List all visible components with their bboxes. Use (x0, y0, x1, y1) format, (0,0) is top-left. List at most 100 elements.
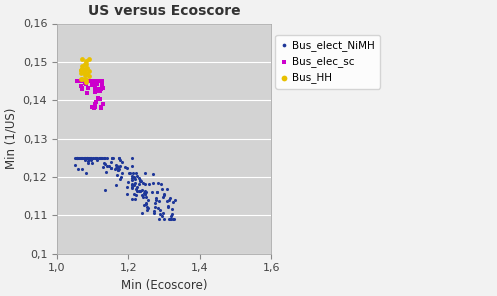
Bus_elect_NiMH (118, 170, 126, 175)
Bus_elect_NiMH (91, 155, 99, 160)
Bus_elect_NiMH (166, 196, 174, 200)
Bus_elect_NiMH (157, 208, 165, 213)
Bus_elect_NiMH (125, 170, 133, 175)
Bus_HH (80, 70, 87, 74)
Bus_elect_NiMH (166, 198, 173, 202)
Bus_elect_NiMH (83, 155, 91, 160)
Bus_elec_sc (75, 79, 83, 83)
Bus_elect_NiMH (151, 201, 159, 205)
Bus_elect_NiMH (123, 191, 131, 196)
Bus_elec_sc (82, 79, 90, 83)
Bus_elec_sc (74, 79, 82, 83)
Bus_elect_NiMH (96, 155, 104, 160)
Bus_HH (78, 64, 86, 68)
Bus_elect_NiMH (166, 217, 174, 221)
Bus_elec_sc (94, 79, 102, 83)
Bus_elect_NiMH (130, 183, 138, 187)
Bus_elec_sc (91, 101, 99, 106)
Bus_elect_NiMH (100, 155, 108, 160)
Bus_elect_NiMH (143, 205, 151, 209)
Bus_elect_NiMH (141, 192, 149, 196)
Bus_elec_sc (76, 79, 84, 83)
Bus_elec_sc (80, 79, 88, 83)
Bus_elect_NiMH (86, 155, 94, 160)
Bus_elect_NiMH (148, 190, 156, 195)
Bus_elec_sc (87, 79, 95, 83)
Bus_elect_NiMH (83, 155, 91, 160)
Bus_elect_NiMH (84, 158, 92, 163)
Bus_elect_NiMH (116, 157, 124, 162)
Bus_elect_NiMH (107, 160, 115, 165)
Bus_elect_NiMH (110, 167, 118, 172)
Bus_elect_NiMH (140, 191, 148, 196)
Bus_HH (77, 71, 85, 75)
Bus_HH (81, 73, 89, 78)
Bus_elect_NiMH (114, 168, 122, 172)
Bus_elect_NiMH (78, 155, 86, 160)
Bus_elect_NiMH (133, 185, 141, 189)
Bus_elect_NiMH (116, 177, 124, 181)
Bus_elec_sc (79, 86, 86, 91)
Bus_elect_NiMH (159, 211, 167, 215)
Bus_elect_NiMH (169, 217, 177, 221)
Bus_HH (82, 71, 89, 76)
Bus_elec_sc (95, 89, 103, 94)
Bus_HH (83, 65, 91, 70)
Bus_HH (78, 68, 85, 73)
Bus_elect_NiMH (101, 187, 109, 192)
Bus_elec_sc (88, 79, 96, 83)
Bus_elec_sc (93, 79, 101, 84)
Bus_elect_NiMH (149, 181, 157, 186)
Bus_elec_sc (75, 79, 83, 83)
Bus_elect_NiMH (130, 192, 138, 197)
Bus_elect_NiMH (88, 161, 96, 165)
Bus_elec_sc (98, 79, 106, 83)
Bus_HH (84, 57, 92, 61)
Bus_elec_sc (94, 86, 102, 91)
Bus_elect_NiMH (144, 208, 152, 213)
Bus_HH (79, 69, 87, 74)
Bus_elect_NiMH (145, 182, 153, 186)
Bus_elect_NiMH (140, 203, 148, 208)
Bus_elec_sc (97, 105, 105, 110)
Bus_elect_NiMH (143, 195, 151, 200)
Bus_elec_sc (90, 106, 98, 111)
Bus_HH (82, 80, 90, 84)
Bus_elec_sc (99, 102, 107, 107)
Bus_elec_sc (76, 79, 83, 83)
Legend: Bus_elect_NiMH, Bus_elec_sc, Bus_HH: Bus_elect_NiMH, Bus_elec_sc, Bus_HH (275, 35, 380, 89)
Bus_elect_NiMH (128, 182, 136, 187)
Bus_elect_NiMH (141, 192, 149, 197)
Bus_elect_NiMH (112, 165, 120, 170)
Bus_elect_NiMH (113, 164, 121, 168)
Bus_elect_NiMH (141, 170, 149, 175)
Bus_elect_NiMH (73, 155, 81, 160)
Bus_HH (79, 77, 86, 82)
Bus_HH (83, 72, 91, 77)
Bus_elect_NiMH (81, 155, 88, 160)
Bus_elec_sc (81, 79, 88, 83)
Bus_elect_NiMH (161, 217, 168, 221)
Bus_elec_sc (84, 79, 92, 83)
Bus_elect_NiMH (124, 179, 132, 184)
Bus_elect_NiMH (81, 155, 88, 160)
Bus_elect_NiMH (128, 178, 136, 183)
Bus_elec_sc (94, 96, 102, 101)
Bus_elect_NiMH (160, 192, 168, 197)
Bus_elect_NiMH (144, 205, 152, 210)
Bus_elect_NiMH (95, 155, 103, 160)
Bus_elect_NiMH (113, 172, 121, 177)
Bus_elec_sc (97, 106, 105, 111)
Bus_elec_sc (77, 79, 84, 83)
Bus_elect_NiMH (87, 155, 95, 160)
Bus_elect_NiMH (128, 186, 136, 191)
Bus_HH (77, 67, 85, 72)
Bus_elect_NiMH (85, 155, 93, 160)
Bus_elect_NiMH (74, 155, 82, 160)
Bus_elect_NiMH (83, 155, 91, 160)
Bus_elec_sc (86, 79, 94, 83)
Bus_elect_NiMH (123, 165, 131, 170)
Bus_elec_sc (96, 97, 104, 102)
Bus_elect_NiMH (100, 161, 108, 166)
Bus_elect_NiMH (168, 200, 176, 204)
